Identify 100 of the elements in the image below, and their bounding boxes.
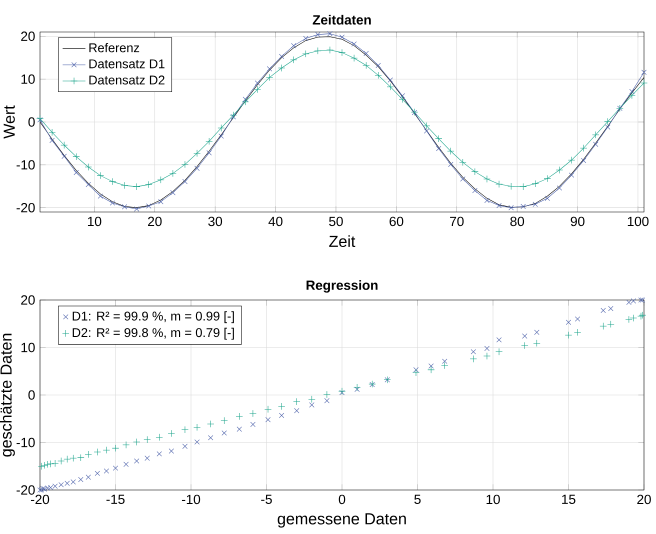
point — [294, 408, 300, 414]
point — [120, 182, 128, 190]
point — [194, 439, 200, 445]
x-tick-label: 15 — [562, 494, 576, 504]
point — [608, 306, 614, 312]
point — [641, 70, 647, 75]
point — [94, 470, 100, 476]
point — [249, 410, 257, 418]
point — [628, 92, 636, 100]
point — [291, 43, 296, 48]
point — [427, 366, 435, 374]
x-tick-label: 80 — [510, 216, 524, 226]
point — [250, 422, 256, 428]
legend-label: Referenz — [89, 42, 140, 52]
x-tick-label: -5 — [261, 494, 272, 504]
point — [264, 406, 272, 413]
point — [266, 74, 274, 82]
point — [354, 386, 360, 392]
point — [44, 460, 52, 468]
point — [70, 454, 77, 462]
point — [94, 448, 101, 456]
x-tick-label: 0 — [338, 494, 346, 504]
x-tick-label: 5 — [414, 494, 421, 504]
point — [134, 458, 140, 464]
point — [520, 183, 527, 190]
x-tick-label: 10 — [486, 494, 500, 504]
x-tick-label: -10 — [182, 494, 200, 504]
y-tick-label: 0 — [28, 390, 35, 400]
point — [448, 162, 454, 168]
point — [62, 154, 67, 159]
point — [181, 426, 189, 434]
point — [236, 412, 243, 420]
point — [625, 316, 632, 324]
point — [293, 398, 300, 406]
point — [110, 200, 116, 206]
point — [400, 93, 406, 98]
point — [471, 168, 478, 176]
point — [144, 456, 150, 461]
point — [544, 174, 551, 182]
y-tick-label: 10 — [21, 74, 35, 84]
point — [108, 178, 116, 186]
chart-title: Zeitdaten — [312, 14, 371, 25]
point — [144, 436, 151, 444]
point — [640, 79, 648, 87]
point — [483, 175, 491, 183]
point — [170, 190, 176, 196]
x-tick-label: 60 — [390, 216, 404, 226]
point — [254, 80, 260, 86]
point — [351, 41, 357, 47]
y-axis-title: geschätzte Daten — [0, 334, 15, 457]
point — [102, 446, 110, 454]
x-axis-title: Zeit — [329, 235, 356, 248]
point — [265, 417, 271, 422]
point — [218, 124, 225, 132]
point — [522, 333, 528, 339]
point — [600, 308, 606, 314]
point — [564, 332, 572, 339]
point — [193, 150, 201, 157]
point — [145, 180, 152, 188]
y-tick-label: 0 — [28, 117, 35, 127]
point — [58, 457, 65, 465]
point — [544, 196, 550, 201]
point — [315, 32, 320, 38]
point — [533, 340, 540, 347]
point — [362, 62, 370, 70]
point — [580, 158, 586, 164]
point — [303, 36, 308, 42]
point — [308, 396, 316, 403]
x-tick-label: 90 — [570, 216, 584, 226]
point — [496, 202, 502, 208]
point — [182, 444, 188, 449]
point — [556, 166, 564, 174]
point — [133, 183, 140, 190]
point — [278, 402, 286, 410]
point — [460, 176, 466, 182]
point — [534, 330, 540, 335]
point — [193, 424, 201, 431]
point — [242, 96, 248, 102]
x-tick-label: -15 — [106, 494, 125, 504]
point — [441, 362, 448, 370]
x-tick-label: 70 — [450, 216, 464, 226]
point — [314, 47, 322, 54]
point — [218, 134, 224, 139]
point — [84, 163, 92, 171]
legend-label: D2: R² = 99.8 %, m = 0.79 [-] — [72, 328, 234, 340]
point — [86, 474, 91, 480]
point — [508, 182, 515, 190]
point — [323, 390, 331, 398]
point — [386, 83, 394, 90]
point — [593, 142, 598, 147]
point — [592, 131, 600, 138]
point — [496, 337, 502, 343]
point — [374, 72, 382, 79]
point — [220, 417, 228, 424]
point — [52, 460, 59, 467]
point — [428, 363, 434, 369]
point — [532, 202, 538, 207]
point — [398, 96, 406, 103]
y-tick-label: -20 — [16, 202, 35, 212]
point — [156, 434, 163, 441]
